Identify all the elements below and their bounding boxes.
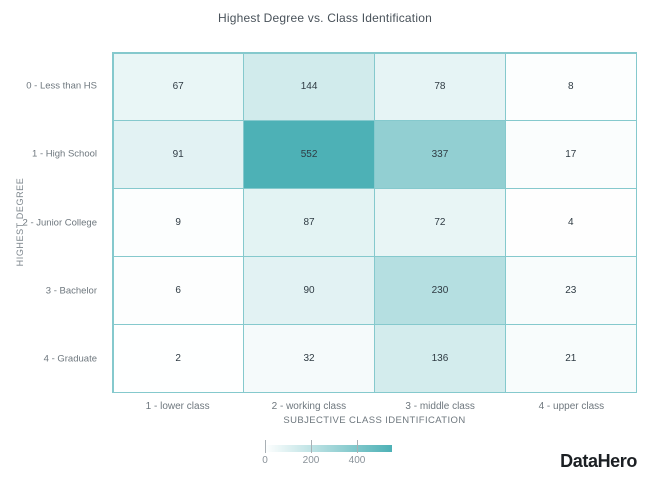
color-scale-legend: 0 200 400 [262,440,392,468]
heatmap-cell[interactable]: 2 [113,325,243,392]
legend-gradient-bar [265,445,392,452]
legend-tick-label: 400 [348,455,366,466]
legend-tick [265,440,266,453]
legend-tick [357,440,359,453]
heatmap-cell[interactable]: 6 [113,257,243,324]
y-axis-label: 0 - Less than HS [26,80,97,92]
x-axis-label: 3 - middle class [405,401,475,412]
heatmap-cell[interactable]: 136 [375,325,505,392]
chart-title: Highest Degree vs. Class Identification [218,11,432,25]
heatmap-cell[interactable]: 4 [506,189,636,256]
y-axis-label: 2 - Junior College [22,217,97,228]
y-axis-label: 3 - Bachelor [45,285,97,297]
legend-tick-label: 0 [262,455,268,466]
heatmap-cell[interactable]: 337 [375,121,505,188]
y-axis-label: 4 - Graduate [43,353,97,365]
legend-tick-label: 200 [302,455,320,466]
heatmap-cell[interactable]: 23 [506,257,636,324]
heatmap-cell[interactable]: 144 [244,53,374,120]
y-axis-labels: 0 - Less than HS 1 - High School 2 - Junio… [0,52,104,393]
heatmap-cell[interactable]: 32 [244,325,374,392]
heatmap-grid: 67 144 78 8 91 552 337 17 9 87 72 4 6 90 230 23 2 32 136 21 [112,52,637,393]
x-axis-label: 2 - working class [271,401,347,412]
heatmap-cell[interactable]: 21 [506,325,636,392]
heatmap-cell[interactable]: 78 [375,53,505,120]
heatmap-cell[interactable]: 8 [506,53,636,120]
x-axis-label: 1 - lower class [145,401,210,412]
x-axis-label: 4 - upper class [538,401,605,412]
x-axis-title: SUBJECTIVE CLASS IDENTIFICATION [283,415,466,426]
heatmap-cell[interactable]: 72 [375,189,505,256]
heatmap-cell[interactable]: 9 [113,189,243,256]
heatmap-cell[interactable]: 90 [244,257,374,324]
heatmap-cell[interactable]: 91 [113,121,243,188]
datahero-logo: DataHero [560,451,637,471]
x-axis-labels: 1 - lower class 2 - working class 3 - midd… [112,401,637,412]
heatmap-cell[interactable]: 67 [113,53,243,120]
heatmap-cell[interactable]: 552 [244,121,374,188]
legend-tick [311,440,312,453]
heatmap-cell[interactable]: 87 [244,189,374,256]
y-axis-label: 1 - High School [32,148,97,160]
heatmap-cell[interactable]: 230 [375,257,505,324]
heatmap-cell[interactable]: 17 [506,121,636,188]
